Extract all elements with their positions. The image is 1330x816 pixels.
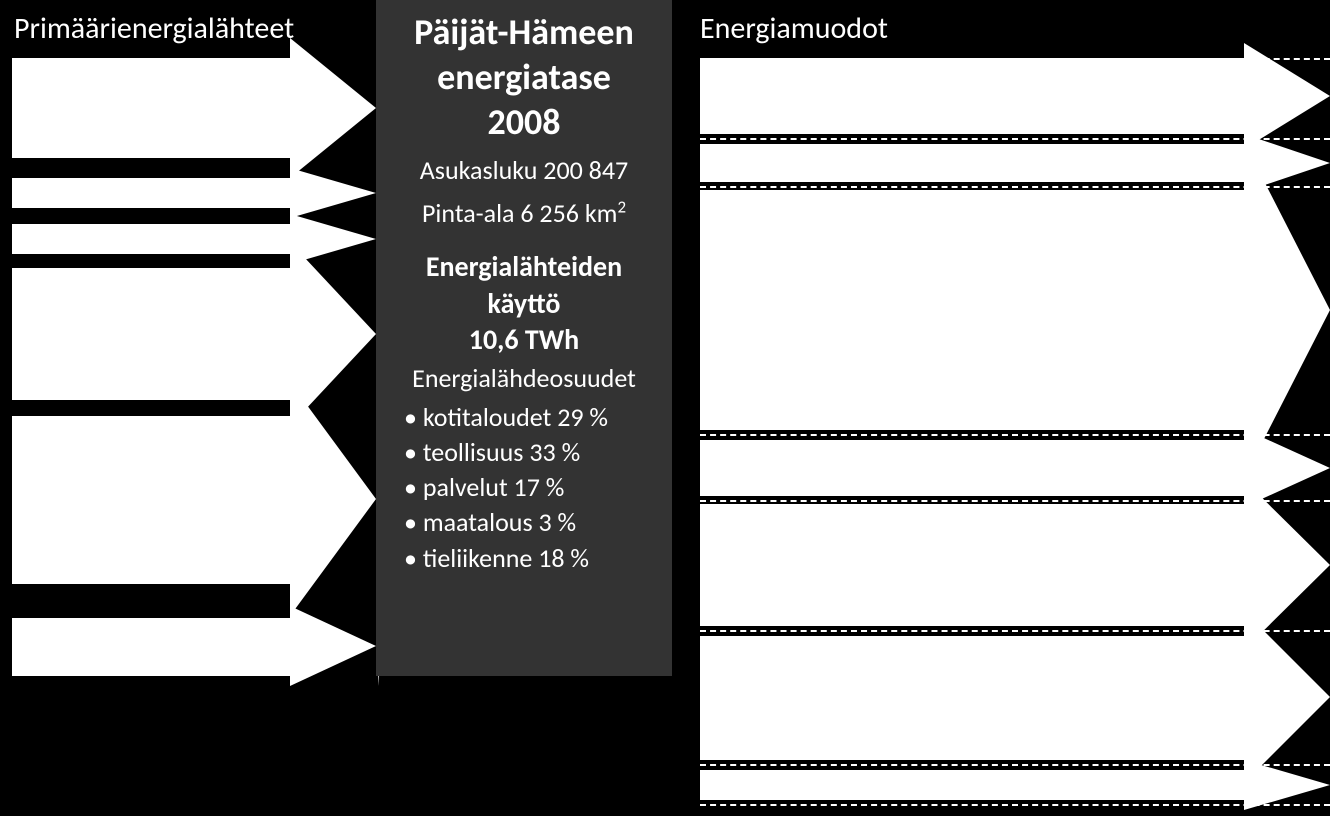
title-line-2: energiatase xyxy=(437,55,611,99)
share-bullet: • palvelut 17 % xyxy=(404,470,644,505)
right-arrow-6-body xyxy=(700,636,1244,760)
left-arrow-6-tip xyxy=(290,606,379,686)
right-separator xyxy=(700,434,1330,436)
left-section-label: Primäärienergialähteet xyxy=(14,10,294,47)
share-bullet: • kotitaloudet 29 % xyxy=(404,400,644,435)
right-separator xyxy=(700,186,1330,188)
right-separator xyxy=(700,764,1330,766)
left-arrow-3-body xyxy=(12,224,290,254)
right-arrow-4-body xyxy=(700,440,1244,496)
right-separator xyxy=(700,804,1330,806)
left-arrow-2-body xyxy=(12,178,290,208)
center-info-panel: Päijät-Hämeen energiatase 2008 Asukasluk… xyxy=(376,0,672,676)
right-separator xyxy=(700,58,1330,60)
right-arrow-3-body xyxy=(700,190,1244,430)
left-arrow-1-body xyxy=(12,58,290,158)
title-line-3: 2008 xyxy=(488,100,561,144)
diagram-canvas: Primäärienergialähteet Energiamuodot Päi… xyxy=(0,0,1330,816)
right-arrow-2-body xyxy=(700,144,1244,182)
left-arrow-1-tip xyxy=(290,38,379,178)
shares-bullets: • kotitaloudet 29 %• teollisuus 33 %• pa… xyxy=(404,400,644,575)
right-arrow-1-body xyxy=(700,58,1244,134)
right-separator xyxy=(700,138,1330,140)
right-arrow-3-tip xyxy=(1244,142,1330,478)
left-arrow-2-tip xyxy=(290,168,379,218)
right-separator xyxy=(700,630,1330,632)
right-arrow-7-body xyxy=(700,770,1244,800)
left-arrow-5-body xyxy=(12,416,290,584)
shares-heading: Energialähdeosuudet xyxy=(396,362,652,396)
left-arrow-6-body xyxy=(12,618,290,676)
right-separator xyxy=(700,500,1330,502)
area-sup: 2 xyxy=(617,196,626,217)
population-line: Asukasluku 200 847 xyxy=(396,153,652,188)
area-text: Pinta-ala 6 256 km xyxy=(422,197,617,229)
area-line: Pinta-ala 6 256 km2 xyxy=(396,196,652,231)
right-arrow-7-tip xyxy=(1244,760,1330,810)
right-arrow-5-body xyxy=(700,504,1244,626)
right-arrow-6-tip xyxy=(1244,611,1330,783)
usage-line-1: Energialähteiden käyttö xyxy=(426,249,622,320)
share-bullet: • tieliikenne 18 % xyxy=(404,541,644,576)
usage-line-2: 10,6 TWh xyxy=(469,322,579,357)
share-bullet: • maatalous 3 % xyxy=(404,505,644,540)
usage-heading: Energialähteiden käyttö 10,6 TWh xyxy=(396,249,652,358)
title-line-1: Päijät-Hämeen xyxy=(414,10,634,54)
panel-title: Päijät-Hämeen energiatase 2008 xyxy=(396,10,652,145)
left-arrow-5-tip xyxy=(290,382,379,616)
left-arrow-4-body xyxy=(12,268,290,400)
right-section-label: Energiamuodot xyxy=(700,10,888,47)
share-bullet: • teollisuus 33 % xyxy=(404,435,644,470)
